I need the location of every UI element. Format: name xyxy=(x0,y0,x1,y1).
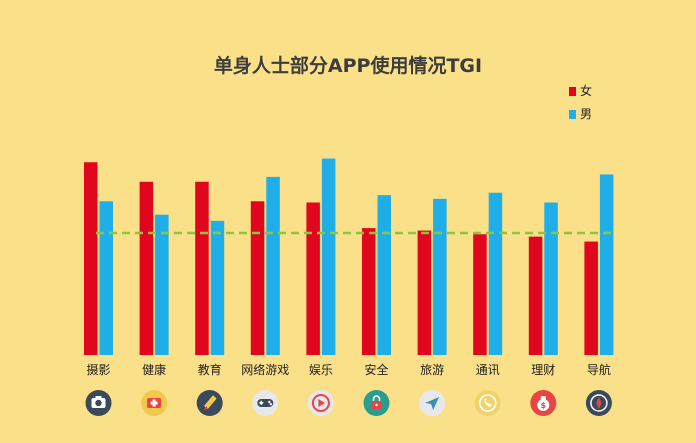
health-kit-icon xyxy=(141,390,168,416)
x-tick-label: 健康 xyxy=(142,362,166,377)
bars xyxy=(84,158,614,355)
bar-male-3 xyxy=(266,176,280,355)
bar-male-5 xyxy=(377,195,391,355)
x-axis-labels: 摄影 健康 教育 网络游戏 娱乐 安全 旅游 通讯 理财 导航 xyxy=(86,362,610,377)
bar-female-6 xyxy=(417,230,432,355)
bar-female-3 xyxy=(250,201,265,355)
bar-female-8 xyxy=(528,236,543,355)
compass-icon xyxy=(585,390,612,416)
bar-male-6 xyxy=(433,198,447,355)
bar-female-2 xyxy=(195,181,209,355)
bar-female-9 xyxy=(584,241,598,355)
x-tick-label: 摄影 xyxy=(86,362,110,377)
bar-male-7 xyxy=(488,192,503,355)
x-tick-label: 导航 xyxy=(587,362,611,377)
bar-male-1 xyxy=(155,214,169,355)
legend-label-male: 男 xyxy=(580,107,592,121)
legend-label-female: 女 xyxy=(580,83,592,98)
x-tick-label: 理财 xyxy=(531,363,555,377)
bar-female-4 xyxy=(306,202,320,355)
x-tick-label: 安全 xyxy=(364,362,388,377)
legend: 女男 xyxy=(569,83,592,121)
bar-male-9 xyxy=(599,174,614,355)
paper-plane-icon xyxy=(419,390,446,416)
camera-icon xyxy=(85,390,112,416)
svg-text:$: $ xyxy=(541,401,547,410)
x-tick-label: 教育 xyxy=(198,362,222,377)
category-icons: $ xyxy=(85,390,612,416)
bar-male-8 xyxy=(544,202,558,355)
gamepad-icon xyxy=(252,390,279,416)
pencil-icon xyxy=(196,390,223,416)
bar-female-0 xyxy=(84,162,98,355)
legend-swatch-male xyxy=(569,110,576,119)
legend-swatch-female xyxy=(569,87,576,96)
bar-male-0 xyxy=(99,201,113,355)
x-tick-label: 娱乐 xyxy=(309,363,333,377)
x-tick-label: 旅游 xyxy=(420,363,444,377)
money-bag-icon: $ xyxy=(530,390,557,416)
x-tick-label: 网络游戏 xyxy=(241,362,289,377)
security-icon xyxy=(363,390,390,416)
chart-title: 单身人士部分APP使用情况TGI xyxy=(214,54,482,77)
bar-male-2 xyxy=(210,220,225,355)
bar-female-7 xyxy=(473,234,487,355)
phone-icon xyxy=(474,390,501,416)
x-tick-label: 通讯 xyxy=(476,363,500,377)
bar-male-4 xyxy=(321,158,336,355)
bar-female-1 xyxy=(139,181,154,355)
play-icon xyxy=(307,390,334,416)
bar-female-5 xyxy=(362,228,376,355)
